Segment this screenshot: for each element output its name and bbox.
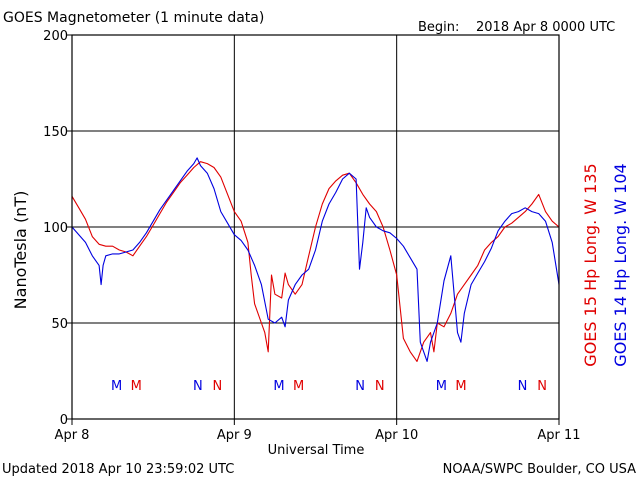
series-goes15-line (71, 161, 560, 362)
updated-timestamp: Updated 2018 Apr 10 23:59:02 UTC (2, 462, 234, 477)
x-tick-label: Apr 9 (217, 428, 252, 443)
source-credit: NOAA/SWPC Boulder, CO USA (443, 462, 636, 477)
marker-m-label: M (111, 379, 122, 394)
x-tick-label: Apr 10 (375, 428, 418, 443)
y-axis-label: NanoTesla (nT) (11, 191, 30, 310)
marker-m-label: M (273, 379, 284, 394)
marker-m-label: M (131, 379, 142, 394)
marker-m-label: M (455, 379, 466, 394)
marker-n-label: N (375, 379, 385, 394)
x-tick-labels: Apr 8 Apr 9 Apr 10 Apr 11 (55, 419, 581, 443)
marker-n-label: N (355, 379, 365, 394)
y-tick-label: 100 (43, 221, 68, 236)
marker-m-label: M (293, 379, 304, 394)
marker-n-label: N (193, 379, 203, 394)
series-layer (71, 157, 560, 362)
series-goes14-line (71, 157, 560, 362)
legend-goes14: GOES 14 Hp Long. W 104 (611, 163, 630, 366)
marker-n-label: N (518, 379, 528, 394)
begin-value: 2018 Apr 8 0000 UTC (476, 20, 615, 35)
marker-m-label: M (436, 379, 447, 394)
y-tick-label: 0 (60, 413, 68, 428)
begin-label: Begin: (418, 20, 459, 35)
chart-title: GOES Magnetometer (1 minute data) (3, 10, 264, 26)
y-tick-label: 50 (51, 317, 68, 332)
x-tick-label: Apr 8 (55, 428, 90, 443)
x-tick-label: Apr 11 (537, 428, 580, 443)
legend: GOES 15 Hp Long. W 135 GOES 14 Hp Long. … (581, 163, 630, 366)
y-tick-label: 150 (43, 125, 68, 140)
marker-n-label: N (213, 379, 223, 394)
legend-goes15: GOES 15 Hp Long. W 135 (581, 163, 600, 366)
y-tick-labels: 0 50 100 150 200 (43, 29, 72, 428)
x-axis-label: Universal Time (268, 443, 365, 458)
grid-lines (72, 35, 559, 419)
marker-n-label: N (537, 379, 547, 394)
y-tick-label: 200 (43, 29, 68, 44)
